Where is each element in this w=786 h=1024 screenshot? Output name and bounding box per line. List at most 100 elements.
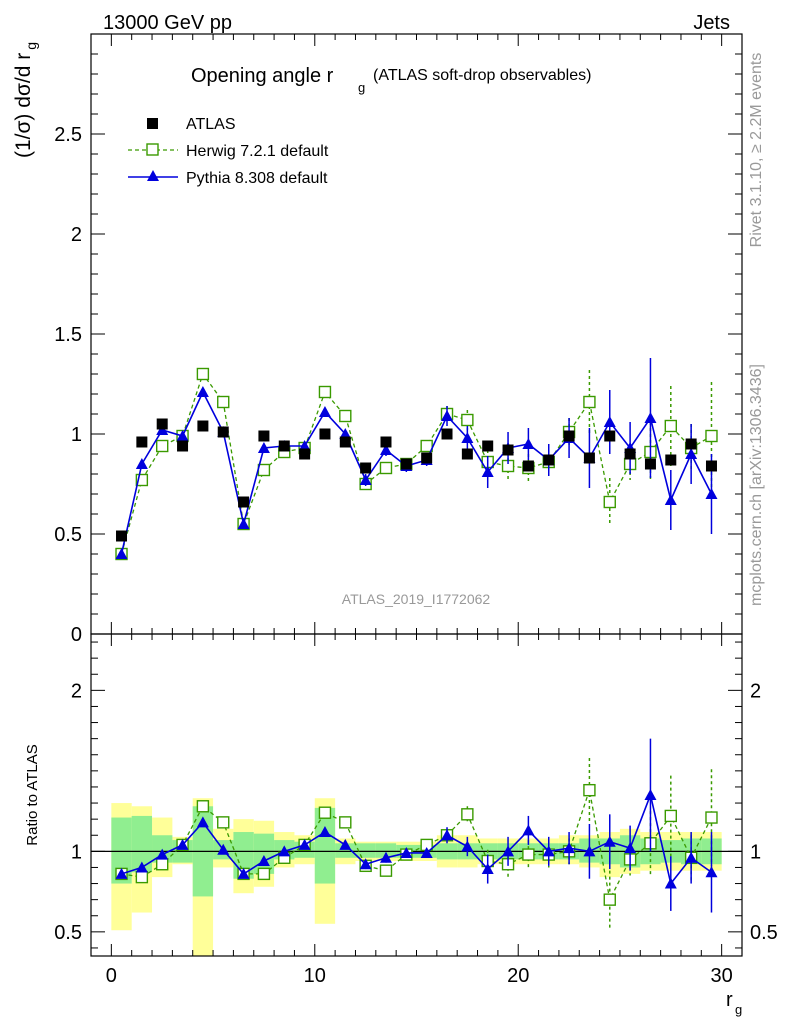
x-tick-label: 30 xyxy=(711,965,733,987)
ratio-y-tick-label: 2 xyxy=(71,680,82,702)
pythia-point xyxy=(705,488,718,499)
pythia-point xyxy=(318,406,331,417)
herwig-point xyxy=(583,395,596,409)
pythia-ratio-point xyxy=(461,840,474,852)
pythia-ratio-point xyxy=(685,851,698,863)
y-tick-label: 0.5 xyxy=(54,524,82,546)
pythia-ratio-point xyxy=(176,838,189,850)
x-tick-label: 0 xyxy=(106,965,117,987)
herwig-point xyxy=(135,473,149,487)
pythia-ratio-point xyxy=(644,789,657,800)
pythia-ratio-point xyxy=(237,867,250,879)
atlas-point xyxy=(482,440,494,452)
atlas-point xyxy=(258,430,270,442)
header-left: 13000 GeV pp xyxy=(103,12,232,34)
pythia-point xyxy=(237,518,250,529)
herwig-ratio-point xyxy=(156,858,169,871)
legend-atlas-label: ATLAS xyxy=(186,116,236,133)
atlas-point xyxy=(136,436,148,448)
pythia-point xyxy=(481,466,494,477)
atlas-point xyxy=(522,460,534,472)
atlas-point xyxy=(156,418,168,430)
atlas-point xyxy=(705,460,717,472)
pythia-ratio-point xyxy=(217,843,230,855)
atlas-point xyxy=(441,428,453,440)
pythia-point xyxy=(196,386,209,397)
herwig-ratio-point xyxy=(664,809,677,823)
pythia-ratio-point xyxy=(278,845,291,857)
pythia-ratio-point xyxy=(603,835,616,847)
pythia-ratio-point xyxy=(481,863,494,875)
title-main: Opening angle r xyxy=(191,65,334,87)
pythia-point xyxy=(257,442,270,453)
legend: ATLAS Herwig 7.2.1 default Pythia 8.308 … xyxy=(128,116,329,187)
atlas-point xyxy=(238,496,250,508)
pythia-ratio-point xyxy=(379,851,392,863)
atlas-point xyxy=(604,430,616,442)
legend-atlas-marker xyxy=(147,118,158,129)
ratio-panel-frame xyxy=(90,633,743,957)
pythia-ratio-point xyxy=(135,861,148,873)
y-tick-label: 2 xyxy=(71,224,82,246)
y-axis-label-sub: g xyxy=(23,42,39,50)
pythia-point xyxy=(359,474,372,485)
herwig-ratio-point xyxy=(705,811,718,824)
herwig-ratio-point xyxy=(318,806,332,819)
pythia-point xyxy=(115,548,128,559)
herwig-ratio-line xyxy=(121,789,713,902)
herwig-point xyxy=(318,385,332,399)
ratio-y-tick-label: 1 xyxy=(71,841,82,863)
x-axis-label-sub: g xyxy=(735,1002,742,1017)
atlas-point xyxy=(563,430,575,442)
atlas-point xyxy=(461,448,473,460)
pythia-point xyxy=(379,444,392,455)
herwig-point xyxy=(461,413,474,427)
herwig-ratio-point xyxy=(461,808,474,821)
pythia-point xyxy=(461,432,474,443)
ratio-y-tick-label-right: 2 xyxy=(750,680,761,702)
band-inner xyxy=(314,807,336,884)
herwig-point xyxy=(705,429,718,443)
pythia-ratio-point xyxy=(441,829,454,841)
herwig-point xyxy=(156,439,169,453)
main-panel-data xyxy=(115,358,718,561)
herwig-ratio-point xyxy=(379,864,393,877)
atlas-point xyxy=(360,462,372,474)
title-sub: g xyxy=(358,80,365,95)
atlas-point xyxy=(197,420,209,432)
pythia-point xyxy=(135,458,148,469)
title-rest: (ATLAS soft-drop observables) xyxy=(373,67,591,84)
atlas-point xyxy=(319,428,331,440)
mcplots-label: mcplots.cern.ch [arXiv:1306.3436] xyxy=(748,364,765,606)
y-tick-label: 1.5 xyxy=(54,324,82,346)
ratio-y-tick-label: 0.5 xyxy=(54,922,82,944)
band-inner xyxy=(335,843,356,858)
herwig-ratio-point xyxy=(217,816,230,829)
pythia-ratio-point xyxy=(624,842,637,854)
pythia-ratio-point xyxy=(196,816,209,828)
pythia-ratio-point xyxy=(420,846,433,858)
pythia-ratio-point xyxy=(298,838,311,850)
legend-herwig-label: Herwig 7.2.1 default xyxy=(186,143,329,160)
pythia-ratio-point xyxy=(359,858,372,870)
band-inner xyxy=(375,843,397,858)
pythia-line xyxy=(120,390,713,555)
pythia-ratio-point xyxy=(664,877,677,889)
atlas-point xyxy=(624,448,636,460)
herwig-point xyxy=(339,409,352,423)
herwig-point xyxy=(217,395,230,409)
y-axis-label: (1/σ) dσ/d r g xyxy=(12,42,39,158)
pythia-ratio-point xyxy=(156,848,169,860)
legend-pythia-label: Pythia 8.308 default xyxy=(186,170,328,187)
band-inner xyxy=(355,843,376,858)
herwig-point xyxy=(196,367,210,381)
pythia-point xyxy=(644,412,657,423)
atlas-point xyxy=(421,452,433,464)
pythia-point xyxy=(664,494,677,505)
pythia-ratio-point xyxy=(339,838,352,850)
pythia-ratio-point xyxy=(257,855,270,867)
x-axis-label: r g xyxy=(726,989,742,1017)
y-axis-label-main: (1/σ) dσ/d r xyxy=(12,53,35,158)
atlas-point xyxy=(644,458,656,470)
